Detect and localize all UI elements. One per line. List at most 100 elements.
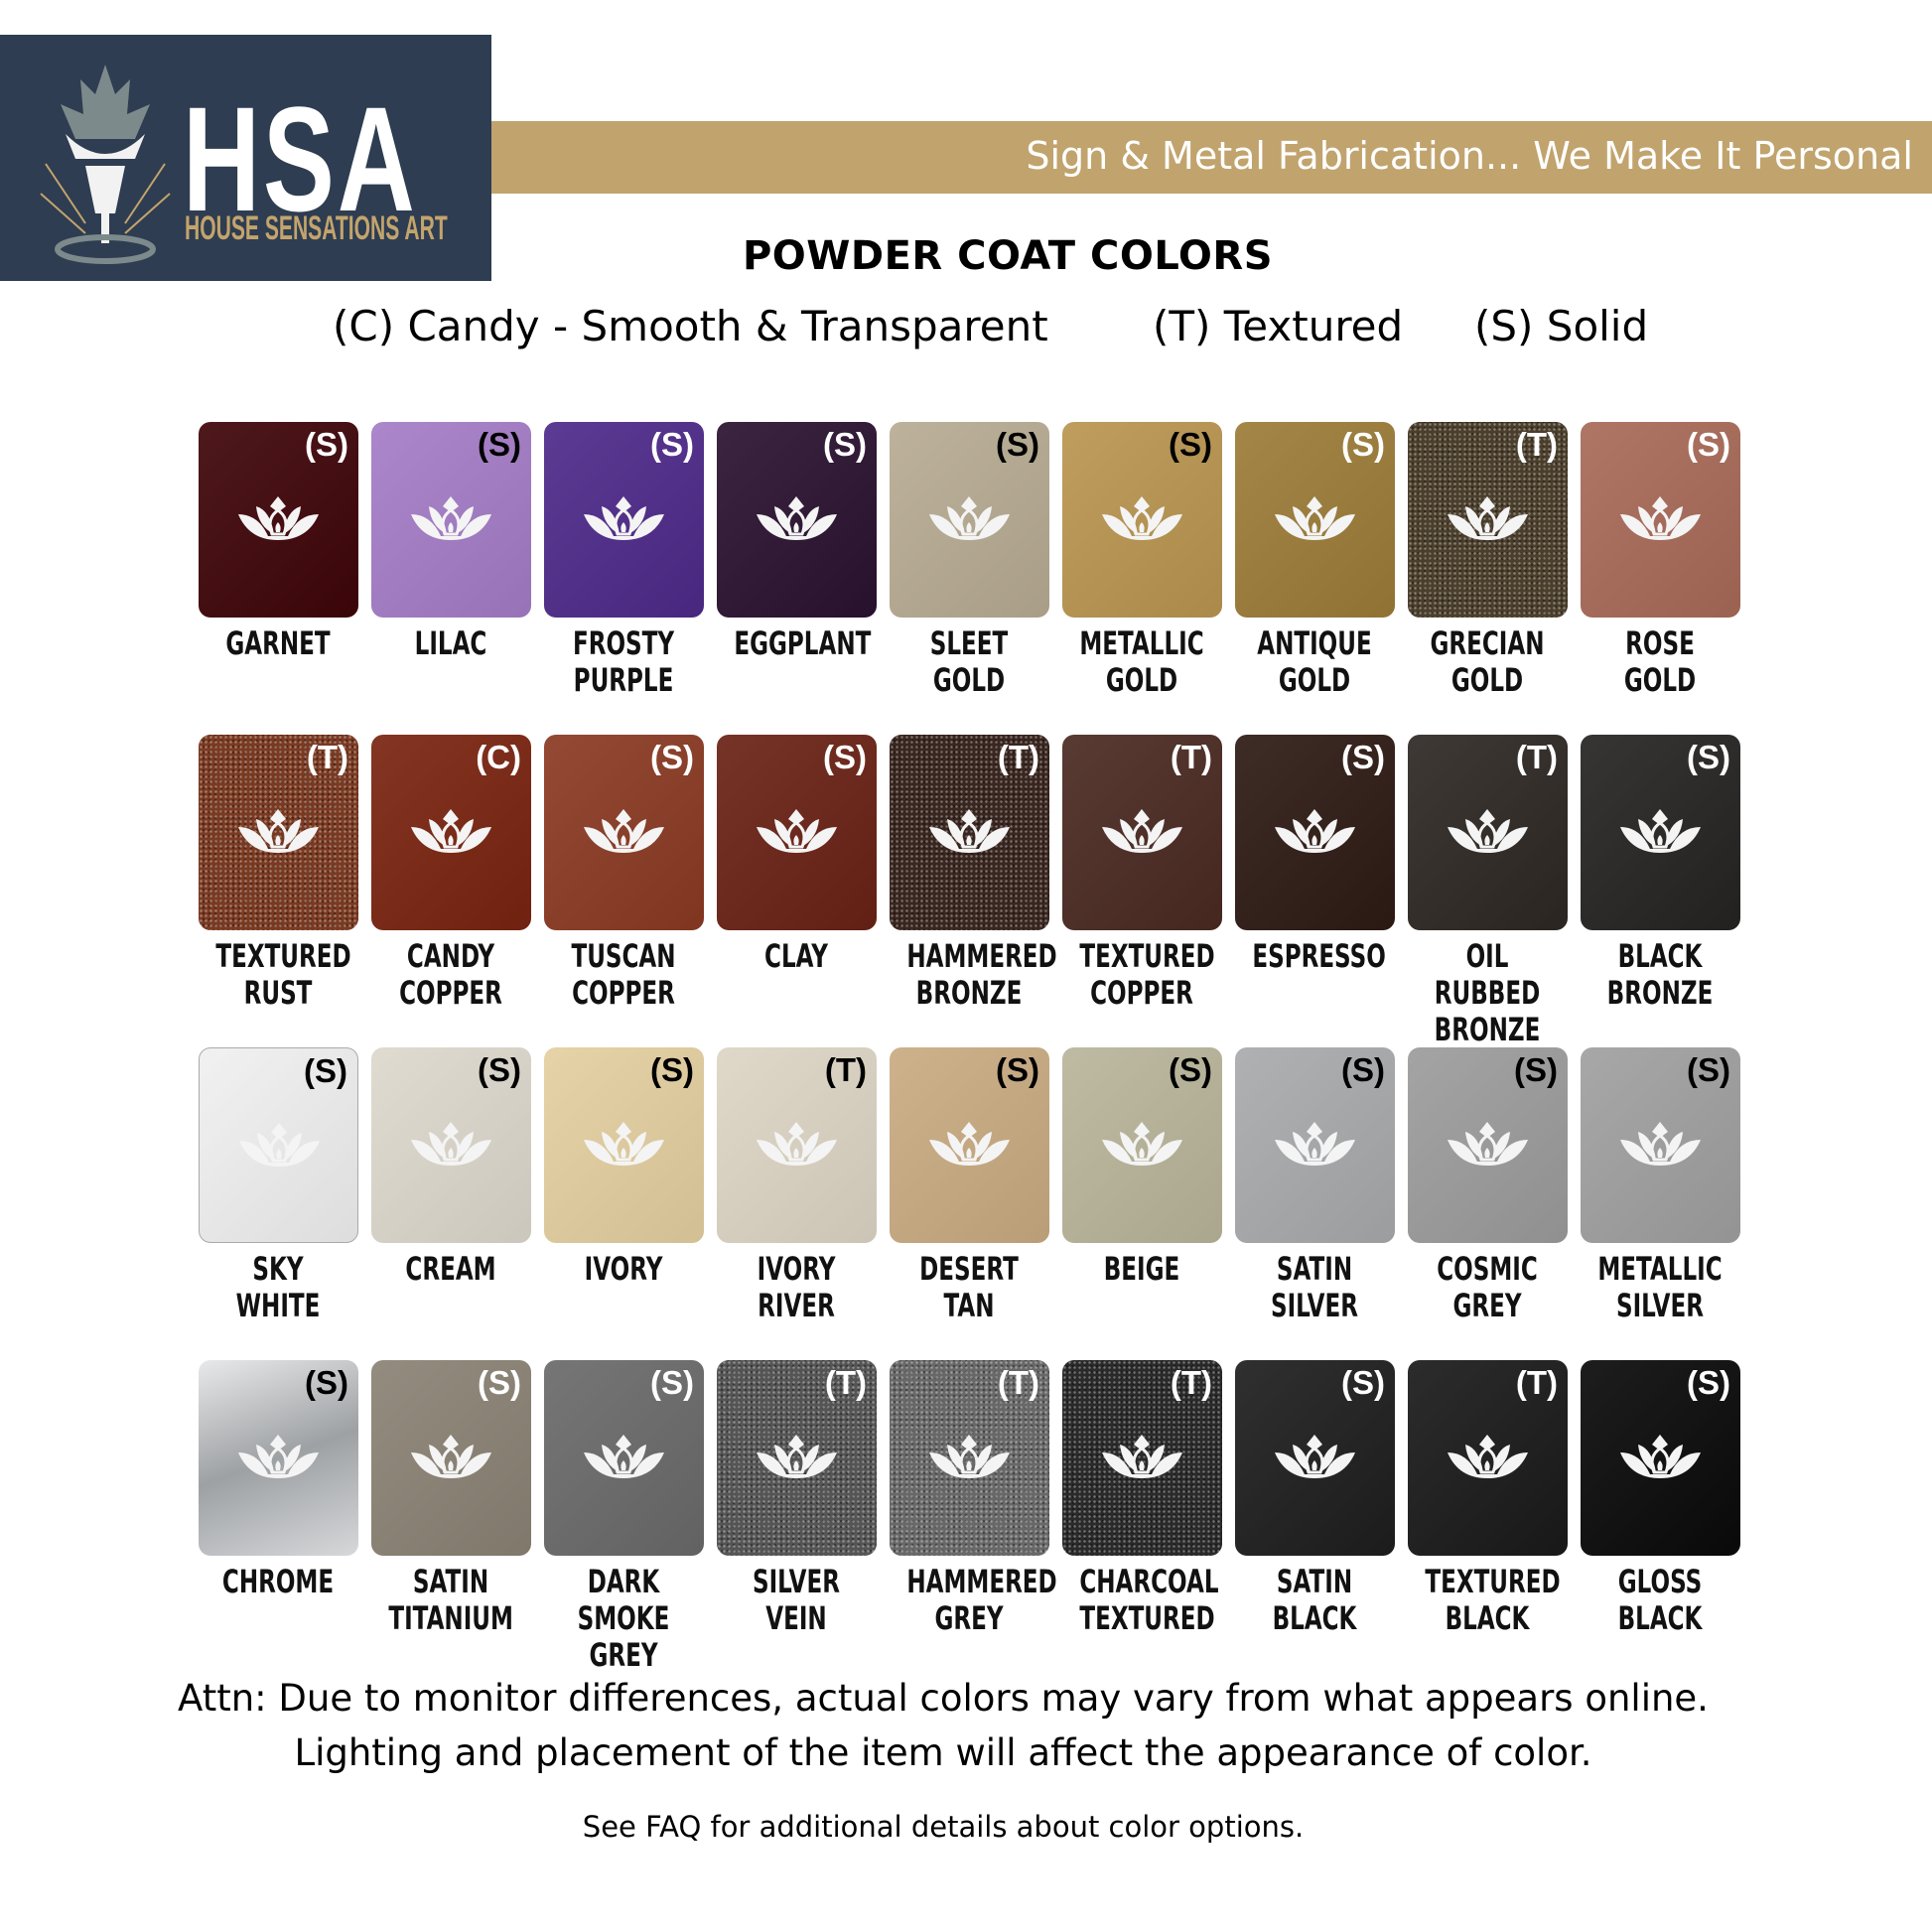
swatch-candy-copper: (C) [371,735,531,930]
swatch-label: DARK SMOKE GREY [577,1563,670,1674]
swatch-frosty-purple: (S) [544,422,704,618]
lotus-icon [1102,1122,1182,1172]
swatch-sleet-gold: (S) [890,422,1049,618]
swatch-label: CREAM [405,1250,496,1288]
swatch-cream: (S) [371,1047,531,1243]
lotus-icon [929,809,1010,859]
swatch-beige: (S) [1062,1047,1222,1243]
hsa-logo: HSA HOUSE SENSATIONS ART [0,35,491,281]
swatch-label: SILVER VEIN [753,1563,840,1637]
lotus-icon [1275,1122,1355,1172]
finish-type-badge: (S) [305,1364,348,1401]
finish-type-badge: (S) [650,426,694,463]
swatch-label: SLEET GOLD [929,624,1009,699]
swatch-label: BLACK BRONZE [1606,937,1714,1012]
finish-type-badge: (S) [1169,426,1212,463]
lotus-icon [1620,1122,1701,1172]
lotus-icon [411,496,491,546]
finish-type-badge: (S) [304,1052,347,1089]
finish-type-badge: (T) [1170,739,1212,775]
swatch-label: COSMIC GREY [1437,1250,1538,1324]
finish-type-badge: (T) [824,1364,867,1401]
swatch-label: EGGPLANT [734,624,872,662]
swatch-label: CHARCOAL TEXTURED [1079,1563,1219,1637]
lotus-icon [584,1435,664,1484]
finish-type-badge: (S) [823,426,867,463]
swatch-ivory-river: (T) [717,1047,877,1243]
lotus-icon [411,1435,491,1484]
swatch-garnet: (S) [199,422,358,618]
lotus-icon [1448,496,1528,546]
swatch-label: SKY WHITE [235,1250,321,1324]
swatch-label: ANTIQUE GOLD [1257,624,1372,699]
lotus-icon [1275,809,1355,859]
lotus-icon [1620,496,1701,546]
lotus-icon [929,496,1010,546]
swatch-hammered-grey: (T) [890,1360,1049,1556]
swatch-label: OIL RUBBED BRONZE [1434,937,1541,1048]
swatch-label: TEXTURED RUST [215,937,351,1012]
lotus-icon [238,1435,319,1484]
tagline: Sign & Metal Fabrication... We Make It P… [1026,134,1913,178]
swatch-label: FROSTY PURPLE [572,624,675,699]
swatch-label: BEIGE [1103,1250,1180,1288]
swatch-label: METALLIC GOLD [1079,624,1204,699]
lotus-icon [757,496,837,546]
finish-type-badge: (S) [1687,1364,1730,1401]
finish-type-badge: (S) [1687,426,1730,463]
swatch-label: SATIN TITANIUM [388,1563,513,1637]
swatch-label: GRECIAN GOLD [1430,624,1545,699]
swatch-dark-smoke-grey: (S) [544,1360,704,1556]
swatch-label: GARNET [225,624,331,662]
finish-type-badge: (S) [1169,1051,1212,1088]
swatch-lilac: (S) [371,422,531,618]
swatch-label: ROSE GOLD [1623,624,1697,699]
swatch-eggplant: (S) [717,422,877,618]
finish-type-badge: (S) [305,426,348,463]
finish-type-badge: (T) [824,1051,867,1088]
swatch-ivory: (S) [544,1047,704,1243]
lotus-icon [757,809,837,859]
swatch-rose-gold: (S) [1581,422,1740,618]
lotus-icon [584,1122,664,1172]
swatch-charcoal-textured: (T) [1062,1360,1222,1556]
lotus-icon [238,496,319,546]
finish-type-badge: (S) [996,426,1039,463]
swatch-satin-silver: (S) [1235,1047,1395,1243]
lotus-icon [411,809,491,859]
swatch-clay: (S) [717,735,877,930]
finish-type-badge: (S) [823,739,867,775]
swatch-label: SATIN BLACK [1272,1563,1357,1637]
swatch-satin-titanium: (S) [371,1360,531,1556]
swatch-label: HAMMERED GREY [906,1563,1057,1637]
swatch-antique-gold: (S) [1235,422,1395,618]
swatch-label: CLAY [764,937,828,975]
swatch-silver-vein: (T) [717,1360,877,1556]
swatch-label: TUSCAN COPPER [571,937,676,1012]
swatch-label: TEXTURED BLACK [1425,1563,1561,1637]
swatch-label: IVORY [584,1250,663,1288]
swatch-gloss-black: (S) [1581,1360,1740,1556]
swatch-textured-rust: (T) [199,735,358,930]
swatch-metallic-gold: (S) [1062,422,1222,618]
faq-note: See FAQ for additional details about col… [582,1810,1305,1844]
torch-lotus-icon [40,65,171,264]
lotus-icon [929,1122,1010,1172]
swatch-black-bronze: (S) [1581,735,1740,930]
lotus-icon [1620,809,1701,859]
logo-wordmark: HSA [183,75,418,242]
finish-type-badge: (S) [650,739,694,775]
swatch-label: ESPRESSO [1252,937,1386,975]
swatch-label: LILAC [414,624,487,662]
swatch-desert-tan: (S) [890,1047,1049,1243]
swatch-label: DESERT TAN [919,1250,1019,1324]
lotus-icon [1102,496,1182,546]
lotus-icon [757,1122,837,1172]
finish-type-badge: (T) [1515,426,1558,463]
swatch-sky-white: (S) [199,1047,358,1243]
swatch-hammered-bronze: (T) [890,735,1049,930]
finish-type-badge: (T) [1515,1364,1558,1401]
swatch-metallic-silver: (S) [1581,1047,1740,1243]
finish-type-badge: (T) [997,739,1039,775]
swatch-grecian-gold: (T) [1408,422,1568,618]
